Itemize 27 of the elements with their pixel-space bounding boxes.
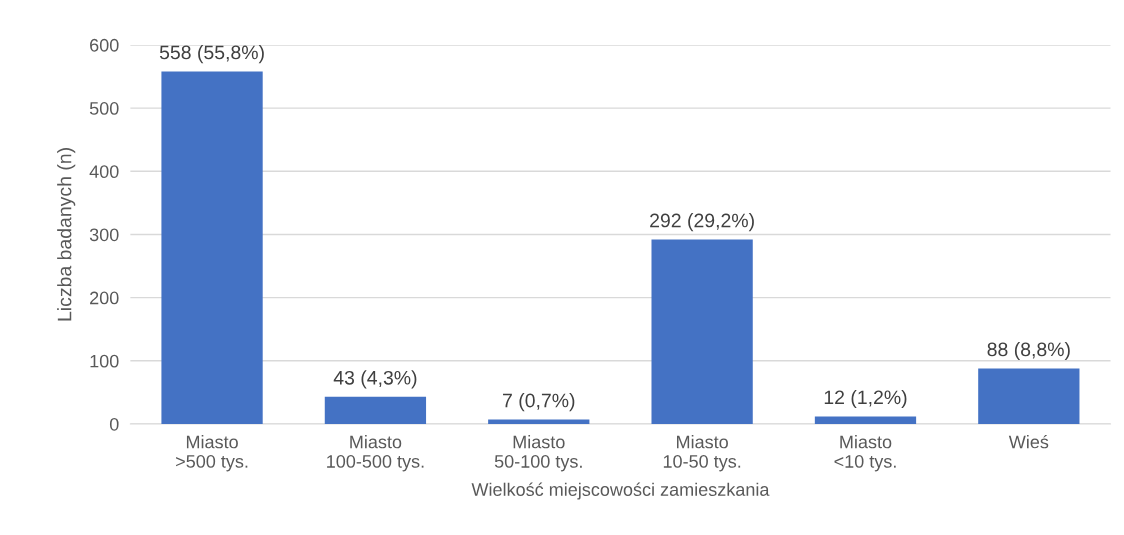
data-label: 292 (29,2%) [650,213,754,232]
bar [324,396,427,424]
y-tick-label: 200 [90,291,119,305]
x-tick-label: Miasto >500 tys. [176,435,248,472]
x-tick-label: Miasto 10-50 tys. [663,435,741,472]
y-axis-title: Liczba badanych (n) [57,148,76,321]
x-tick-label: Miasto <10 tys. [834,435,896,472]
y-tick-label: 300 [89,228,119,242]
data-label: 7 (0,7%) [503,393,575,412]
y-tick-label: 600 [90,38,119,52]
x-axis-title: Wielkość miejscowości zamieszkania [471,482,770,500]
y-tick-label: 100 [90,354,119,368]
y-tick-label: 500 [89,102,119,115]
data-label: 43 (4,3%) [333,370,417,389]
bar [978,368,1080,424]
bar [814,416,917,424]
bar [651,239,753,424]
bar [161,71,263,424]
bar [488,419,590,424]
y-tick-label: 0 [109,417,119,431]
data-label: 558 (55,8%) [159,45,264,64]
x-tick-label: Wieś [1008,434,1049,449]
y-tick-label: 400 [89,165,119,179]
x-tick-label: Miasto 50-100 tys. [494,435,582,472]
x-tick-label: Miasto 100-500 tys. [327,435,424,472]
data-label: 88 (8,8%) [987,341,1070,361]
data-label: 12 (1,2%) [824,389,907,409]
